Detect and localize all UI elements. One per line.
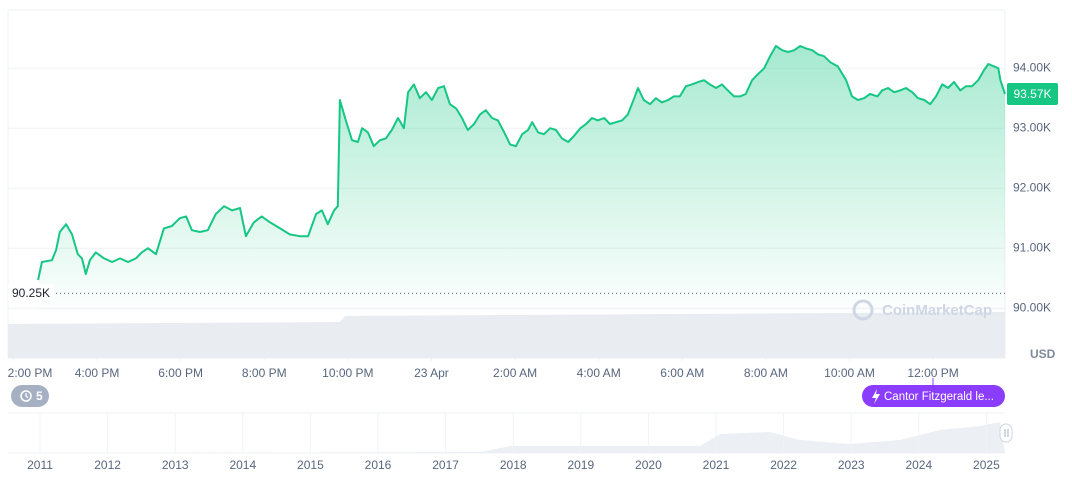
y-tick-label: 90.00K <box>1013 300 1051 314</box>
news-badge[interactable]: Cantor Fitzgerald le... <box>862 378 1005 407</box>
x-tick-label: 12:00 PM <box>907 366 958 380</box>
y-tick-label: 93.00K <box>1013 120 1051 134</box>
navigator-year: 2016 <box>365 458 392 472</box>
price-area <box>38 46 1006 318</box>
navigator-year: 2017 <box>432 458 459 472</box>
y-tick-label: 92.00K <box>1013 180 1051 194</box>
x-tick-label: 4:00 PM <box>75 366 120 380</box>
navigator-year: 2025 <box>973 458 1000 472</box>
y-unit: USD <box>1030 347 1056 361</box>
navigator-year: 2021 <box>703 458 730 472</box>
x-tick-label: 23 Apr <box>414 366 449 380</box>
last-price-tag <box>1007 83 1058 105</box>
navigator-year: 2012 <box>94 458 121 472</box>
navigator-year: 2022 <box>770 458 797 472</box>
navigator-year: 2020 <box>635 458 662 472</box>
reference-label-bg <box>8 284 54 301</box>
navigator-year: 2015 <box>297 458 324 472</box>
navigator-year: 2014 <box>229 458 256 472</box>
x-tick-label: 8:00 AM <box>744 366 788 380</box>
y-tick-label: 91.00K <box>1013 240 1051 254</box>
x-tick-label: 6:00 PM <box>158 366 203 380</box>
x-tick-label: 8:00 PM <box>242 366 287 380</box>
watermark-text: CoinMarketCap <box>882 302 992 319</box>
watermark: CoinMarketCap <box>852 299 992 321</box>
navigator-year: 2019 <box>567 458 594 472</box>
navigator-year: 2011 <box>27 458 53 472</box>
navigator-year: 2024 <box>905 458 932 472</box>
events-badge[interactable]: 5 <box>11 385 49 407</box>
navigator-year: 2013 <box>162 458 189 472</box>
volume-area <box>8 312 1005 358</box>
plot: 90.00K 91.00K 92.00K 93.00K 94.00K 2:00 PM 4:0… <box>8 45 1058 380</box>
price-line <box>37 45 1006 281</box>
x-tick-label: 6:00 AM <box>660 366 704 380</box>
x-tick-label: 4:00 AM <box>577 366 621 380</box>
navigator: 2011 2012 2013 2014 2015 2016 2017 2018 2019 2020… <box>8 412 1013 472</box>
navigator-year: 2023 <box>838 458 865 472</box>
last-price-label: 93.57K <box>1013 87 1051 101</box>
reference-label: 90.25K <box>12 286 50 300</box>
events-count: 5 <box>36 389 43 403</box>
x-tick-label: 2:00 PM <box>8 366 53 380</box>
news-text: Cantor Fitzgerald le... <box>884 391 994 403</box>
x-tick-label: 10:00 AM <box>824 366 875 380</box>
navigator-year: 2018 <box>500 458 527 472</box>
y-tick-label: 94.00K <box>1013 60 1051 74</box>
x-tick-label: 10:00 PM <box>322 366 373 380</box>
x-tick-label: 2:00 AM <box>493 366 537 380</box>
